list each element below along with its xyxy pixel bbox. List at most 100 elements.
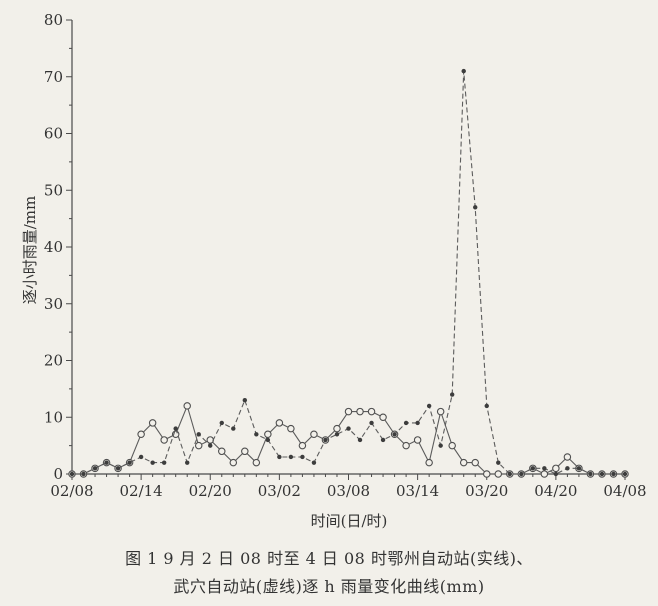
- series-2-point: [138, 454, 144, 460]
- series-1-point: [494, 470, 503, 478]
- series-2-point: [265, 437, 271, 443]
- x-tick-label: 03/02: [258, 482, 301, 500]
- y-ticks: 0 10 20 30 40 50 60 70 80: [44, 11, 72, 483]
- series-1-point: [333, 424, 341, 433]
- series-1-point: [482, 470, 491, 478]
- series-2-point: [565, 466, 570, 471]
- x-tick-label: 03/08: [327, 482, 370, 500]
- series-2-point: [507, 471, 512, 477]
- series-2-point: [380, 437, 386, 443]
- series-2-point: [622, 471, 628, 477]
- y-axis-title: 逐小时雨量/mm: [21, 196, 39, 305]
- series-2-point: [542, 466, 547, 471]
- series-1-point: [218, 447, 226, 456]
- series-2-point: [115, 466, 121, 471]
- x-axis-title: 时间(日/时): [311, 512, 388, 530]
- series-1-point: [137, 430, 145, 439]
- y-tick-label: 10: [44, 408, 63, 426]
- series-1-point: [194, 441, 203, 450]
- series-2-point: [496, 460, 501, 465]
- series-1-point: [413, 436, 422, 444]
- series-2-point: [208, 443, 213, 448]
- series-2-point: [346, 426, 351, 431]
- series-1-point: [287, 424, 295, 433]
- series-1-point: [310, 430, 318, 439]
- x-tick-label: 03/20: [465, 482, 508, 500]
- series-2-point: [300, 454, 305, 460]
- series-2-point: [611, 471, 616, 477]
- series-2-point: [392, 432, 397, 437]
- series-2-point: [553, 471, 559, 477]
- series-1-point: [148, 419, 157, 427]
- series-2-point: [277, 454, 282, 460]
- series-2-point: [231, 426, 236, 431]
- series-1-point: [402, 441, 410, 450]
- series-2-point: [449, 392, 455, 397]
- series-2-point: [369, 420, 374, 426]
- caption-line-1: 图 1 9 月 2 日 08 时至 4 日 08 时鄂州自动站(实线)、: [125, 549, 533, 568]
- series-1-point: [436, 407, 445, 416]
- series-1-point: [471, 458, 479, 467]
- x-tick-label: 02/20: [189, 482, 232, 500]
- series-2-point: [334, 432, 340, 437]
- x-ticks: 02/08 02/14 02/20 03/02 03/08 03/14 03/20 04/20…: [50, 474, 647, 500]
- series-1-point: [275, 419, 284, 427]
- series-2-point: [599, 471, 605, 477]
- y-tick-label: 0: [53, 465, 63, 483]
- series-2-point: [69, 471, 75, 477]
- series-2-point: [127, 460, 132, 465]
- series-1-line: [72, 404, 625, 475]
- y-tick-label: 20: [44, 352, 63, 370]
- series-2-point: [438, 443, 443, 448]
- series-2-point: [219, 420, 224, 426]
- series-1-point: [379, 413, 387, 421]
- x-tick-label: 04/08: [603, 482, 646, 500]
- series-2-point: [185, 460, 190, 465]
- x-tick-label: 02/14: [120, 482, 163, 500]
- y-tick-label: 70: [44, 68, 63, 86]
- series-2-point: [150, 460, 155, 465]
- series-2-point: [530, 466, 536, 471]
- y-tick-label: 40: [44, 238, 63, 256]
- series-2-point: [104, 460, 109, 465]
- series-1-point: [229, 458, 238, 467]
- series-2-point: [415, 420, 420, 426]
- series-2-point: [461, 68, 466, 74]
- series-2-point: [403, 420, 409, 426]
- series-1-point: [367, 407, 376, 416]
- series-1-point: [448, 441, 456, 450]
- series-1-point: [298, 441, 307, 450]
- series-2-point: [473, 205, 478, 210]
- series-2-point: [323, 437, 328, 443]
- series-1-point: [540, 470, 549, 478]
- y-tick-label: 30: [44, 295, 63, 313]
- series-1-point: [252, 458, 261, 467]
- series-group: [68, 68, 629, 478]
- x-tick-label: 04/20: [534, 482, 577, 500]
- series-2-point: [484, 403, 489, 409]
- series-2-point: [576, 466, 582, 471]
- series-2-point: [242, 398, 248, 403]
- series-2-point: [92, 466, 98, 471]
- series-2-point: [588, 471, 593, 477]
- series-2-point: [311, 460, 317, 465]
- series-2-point: [161, 460, 167, 465]
- caption-line-2: 武穴自动站(虚线)逐 h 雨量变化曲线(mm): [173, 577, 485, 596]
- x-tick-label: 02/08: [50, 482, 93, 500]
- x-tick-label: 03/14: [396, 482, 439, 500]
- series-2-point: [288, 454, 294, 460]
- y-tick-label: 50: [44, 181, 63, 199]
- series-1-point: [344, 407, 353, 416]
- series-2-point: [81, 471, 86, 477]
- series-1-point: [160, 436, 168, 444]
- series-1-point: [552, 464, 560, 473]
- series-1-point: [356, 407, 364, 416]
- series-1-point: [264, 430, 272, 439]
- series-1-point: [206, 436, 215, 444]
- series-1-point: [459, 458, 468, 467]
- series-2-point: [519, 471, 524, 477]
- series-1-point: [563, 453, 572, 461]
- series-2-point: [173, 426, 178, 431]
- series-2-point: [196, 432, 201, 437]
